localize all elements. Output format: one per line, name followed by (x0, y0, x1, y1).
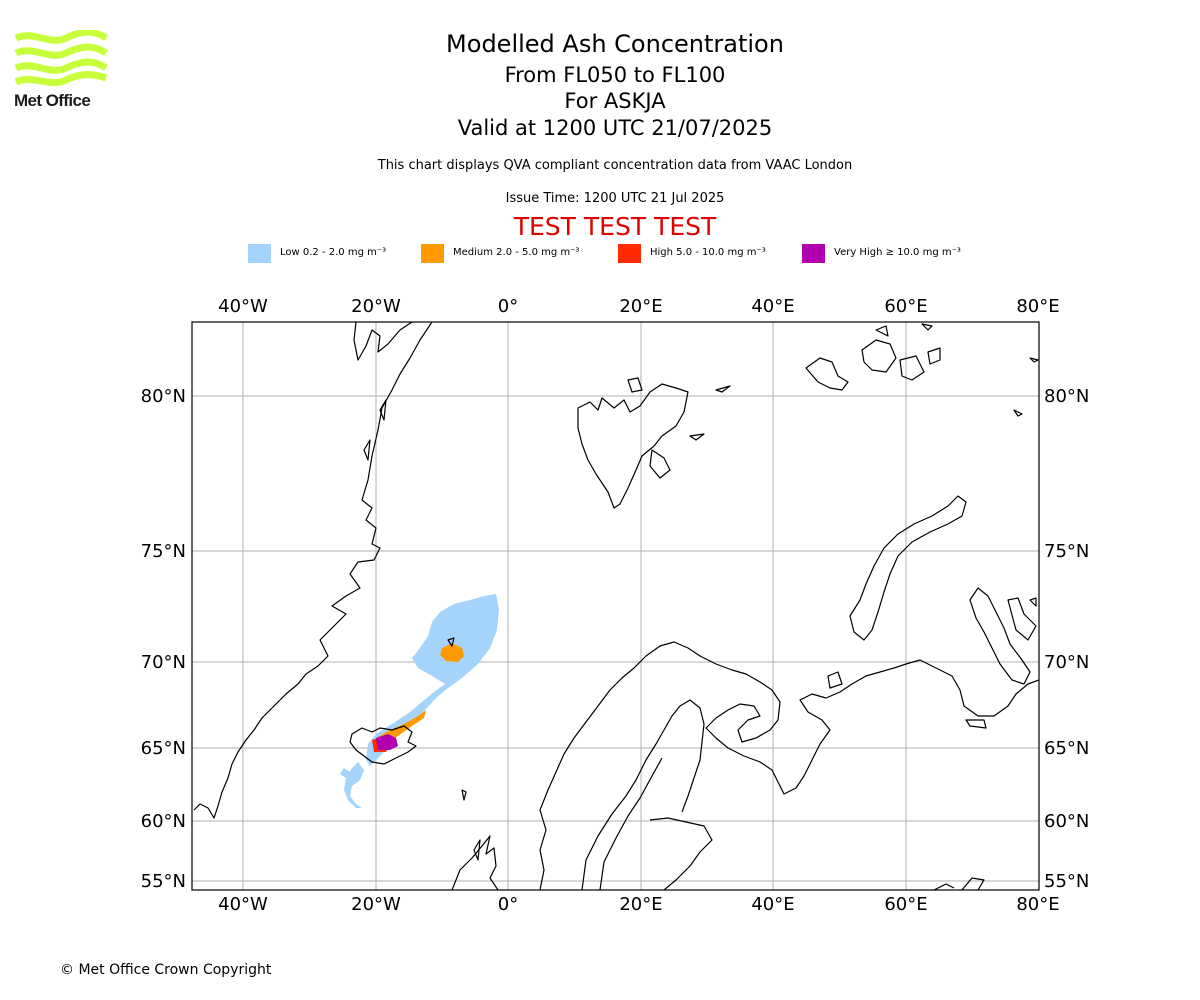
ash-low-region (340, 594, 499, 808)
lat-tick-left: 80°N (141, 386, 186, 407)
lat-tick-right: 60°N (1044, 811, 1089, 832)
legend-label-high: High 5.0 - 10.0 mg m⁻³ (650, 247, 766, 258)
lon-tick-top: 80°E (1016, 296, 1059, 317)
lat-tick-left: 75°N (141, 541, 186, 562)
legend-swatch-low (248, 244, 271, 263)
lat-tick-right: 80°N (1044, 386, 1089, 407)
brand-name: Met Office (14, 91, 91, 110)
volcano-name: For ASKJA (564, 89, 666, 113)
legend-swatch-high (618, 244, 641, 263)
lon-tick-bottom: 40°W (218, 894, 268, 915)
lon-tick-top: 40°E (751, 296, 794, 317)
map-frame (191, 321, 1040, 891)
lat-tick-left: 60°N (141, 811, 186, 832)
lon-tick-bottom: 20°E (619, 894, 662, 915)
lon-tick-top: 20°E (619, 296, 662, 317)
graticule (192, 322, 1039, 890)
lon-tick-top: 40°W (218, 296, 268, 317)
lat-tick-right: 55°N (1044, 871, 1089, 892)
lat-tick-right: 70°N (1044, 652, 1089, 673)
legend-swatch-very-high (802, 244, 825, 263)
lat-tick-right: 65°N (1044, 738, 1089, 759)
lat-tick-right: 75°N (1044, 541, 1089, 562)
lat-tick-left: 65°N (141, 738, 186, 759)
lon-tick-top: 0° (498, 296, 518, 317)
lat-tick-left: 70°N (141, 652, 186, 673)
coastlines (193, 322, 1039, 890)
legend-label-medium: Medium 2.0 - 5.0 mg m⁻³ (453, 247, 580, 258)
flight-level-range: From FL050 to FL100 (504, 63, 726, 87)
lon-tick-bottom: 80°E (1016, 894, 1059, 915)
ash-very-high-region (376, 734, 398, 750)
lon-tick-bottom: 0° (498, 894, 518, 915)
copyright: © Met Office Crown Copyright (60, 962, 272, 978)
lon-tick-bottom: 20°W (351, 894, 401, 915)
lon-tick-top: 60°E (884, 296, 927, 317)
chart-description: This chart displays QVA compliant concen… (377, 158, 853, 173)
legend-label-low: Low 0.2 - 2.0 mg m⁻³ (280, 247, 387, 258)
met-office-logo-icon (14, 30, 108, 87)
lat-tick-left: 55°N (141, 871, 186, 892)
lon-tick-bottom: 40°E (751, 894, 794, 915)
issue-time: Issue Time: 1200 UTC 21 Jul 2025 (505, 191, 725, 206)
test-banner: TEST TEST TEST (513, 212, 717, 241)
legend-label-very-high: Very High ≥ 10.0 mg m⁻³ (834, 247, 961, 258)
lon-tick-top: 20°W (351, 296, 401, 317)
chart-title: Modelled Ash Concentration (446, 30, 784, 58)
valid-time: Valid at 1200 UTC 21/07/2025 (457, 116, 773, 140)
lon-tick-bottom: 60°E (884, 894, 927, 915)
legend-swatch-medium (421, 244, 444, 263)
